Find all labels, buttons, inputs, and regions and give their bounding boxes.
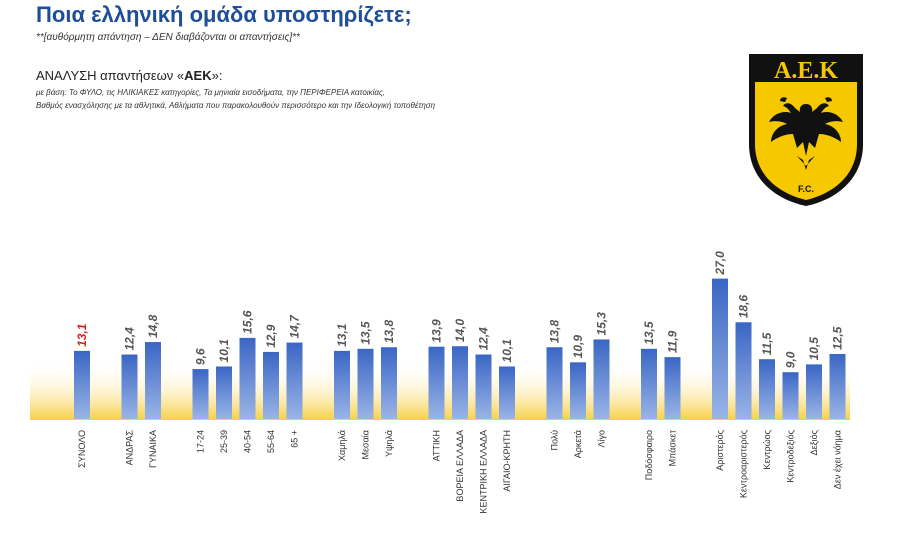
category-label-involvement-2: Λίγο: [597, 430, 607, 448]
value-label-age-3: 12,9: [264, 324, 278, 348]
bar-age-2: [239, 337, 256, 419]
analysis-suffix: »:: [211, 68, 223, 83]
bar-involvement-1: [570, 362, 586, 419]
category-label-ideology-4: Δεξιός: [809, 429, 819, 455]
double-headed-eagle-icon: [769, 97, 843, 170]
bar-ideology-4: [806, 364, 822, 419]
category-label-age-3: 55-64: [266, 430, 276, 453]
value-label-involvement-1: 10,9: [571, 335, 585, 359]
value-label-age-1: 10,1: [217, 339, 231, 363]
bar-income-1: [357, 348, 374, 419]
logo-letters: Α.Ε.Κ: [774, 58, 838, 84]
category-label-income-2: Υψηλά: [384, 430, 394, 457]
bar-ideology-5: [829, 354, 846, 419]
category-label-region-3: ΑΙΓΑΙΟ-ΚΡΗΤΗ: [502, 430, 512, 492]
bar-total-0: [74, 350, 90, 419]
value-label-region-0: 13,9: [430, 319, 444, 343]
value-label-involvement-2: 15,3: [595, 312, 609, 336]
bar-gender-1: [145, 342, 161, 419]
category-label-age-4: 65 +: [290, 430, 300, 448]
bar-region-3: [499, 366, 515, 419]
value-label-income-1: 13,5: [359, 321, 373, 345]
value-label-ideology-2: 11,5: [760, 332, 774, 355]
bar-sport-1: [664, 357, 681, 419]
value-label-ideology-5: 12,5: [831, 326, 845, 350]
value-label-gender-0: 12,4: [123, 327, 137, 351]
value-label-age-4: 14,7: [288, 314, 302, 339]
basis-line-1: με βάση: Το ΦΥΛΟ, τις ΗΛΙΚΙΑΚΕΣ κατηγορί…: [36, 88, 386, 97]
category-label-region-2: ΚΕΝΤΡΙΚΗ ΕΛΛΑΔΑ: [479, 430, 489, 514]
bar-ideology-0: [712, 278, 728, 419]
question-note: **[αυθόρμητη απάντηση – ΔΕΝ διαβάζονται …: [36, 32, 300, 43]
category-label-gender-1: ΓΥΝΑΙΚΑ: [148, 430, 158, 468]
category-label-region-1: ΒΟΡΕΙΑ ΕΛΛΑΔΑ: [455, 430, 465, 502]
category-label-gender-0: ΑΝΔΡΑΣ: [125, 430, 135, 466]
analysis-basis: με βάση: Το ΦΥΛΟ, τις ΗΛΙΚΙΑΚΕΣ κατηγορί…: [36, 86, 435, 112]
category-label-ideology-0: Αριστερός: [715, 429, 725, 470]
bars-layer: 13,1 ΣΥΝΟΛΟ 12,4 ΑΝΔΡΑΣ 14,8 ΓΥΝΑΙΚΑ 9,6 17-24 1…: [74, 251, 846, 514]
category-label-involvement-1: Αρκετά: [573, 430, 583, 458]
value-label-region-2: 12,4: [477, 327, 491, 351]
bar-ideology-3: [782, 372, 799, 419]
value-label-ideology-3: 9,0: [784, 351, 798, 368]
bar-income-2: [381, 347, 397, 419]
value-label-age-2: 15,6: [241, 310, 255, 334]
basis-line-2: Βαθμός ενασχόλησης με τα αθλητικά, Αθλήμ…: [36, 101, 436, 110]
bar-age-3: [263, 351, 279, 419]
bar-gender-0: [121, 354, 138, 419]
value-label-sport-1: 11,9: [666, 330, 680, 353]
bar-age-0: [192, 369, 209, 419]
category-label-ideology-2: Κεντρώος: [762, 429, 772, 469]
bar-region-1: [452, 346, 468, 419]
value-label-income-2: 13,8: [382, 320, 396, 344]
category-label-ideology-3: Κεντροδεξιός: [786, 429, 796, 482]
bar-involvement-2: [593, 339, 610, 419]
logo-fc-text: F.C.: [798, 184, 814, 194]
value-label-gender-1: 14,8: [146, 314, 160, 338]
category-label-age-0: 17-24: [196, 430, 206, 453]
value-label-region-3: 10,1: [500, 339, 514, 363]
page-title: Ποια ελληνική ομάδα υποστηρίζετε;: [36, 2, 412, 27]
analysis-title: ΑΝΑΛΥΣΗ απαντήσεων «ΑΕΚ»:: [36, 68, 222, 83]
value-label-total-0: 13,1: [75, 323, 89, 347]
category-label-total-0: ΣΥΝΟΛΟ: [77, 430, 87, 468]
bar-sport-0: [641, 348, 657, 419]
category-label-sport-1: Μπάσκετ: [668, 430, 678, 467]
value-label-ideology-0: 27,0: [713, 251, 727, 276]
analysis-prefix: ΑΝΑΛΥΣΗ απαντήσεων «: [36, 68, 185, 83]
bar-income-0: [334, 350, 350, 419]
value-label-income-0: 13,1: [335, 323, 349, 347]
analysis-team: ΑΕΚ: [184, 68, 212, 83]
category-label-sport-0: Ποδόσφαιρο: [644, 430, 654, 480]
bar-involvement-0: [546, 347, 563, 419]
value-label-ideology-4: 10,5: [807, 337, 821, 361]
bar-age-4: [286, 342, 303, 419]
category-label-ideology-5: Δεν έχει νόημα: [833, 430, 843, 489]
bar-region-0: [428, 346, 445, 419]
bar-ideology-2: [759, 359, 775, 419]
value-label-region-1: 14,0: [453, 319, 467, 343]
bar-ideology-1: [735, 322, 752, 419]
category-label-age-1: 25-39: [219, 430, 229, 453]
aek-logo: Α.Ε.Κ F.C.: [749, 54, 863, 206]
bar-region-2: [475, 354, 492, 419]
category-label-region-0: ΑΤΤΙΚΗ: [432, 430, 442, 461]
value-label-sport-0: 13,5: [642, 321, 656, 345]
value-label-ideology-1: 18,6: [737, 295, 751, 319]
bar-age-1: [216, 366, 232, 419]
category-label-age-2: 40-54: [243, 430, 253, 453]
category-label-involvement-0: Πολύ: [550, 430, 560, 451]
category-label-ideology-1: Κεντροαριστερός: [739, 429, 749, 498]
category-label-income-1: Μεσαία: [361, 430, 371, 459]
value-label-age-0: 9,6: [194, 348, 208, 365]
category-label-income-0: Χαμηλά: [337, 430, 347, 461]
value-label-involvement-0: 13,8: [548, 320, 562, 344]
